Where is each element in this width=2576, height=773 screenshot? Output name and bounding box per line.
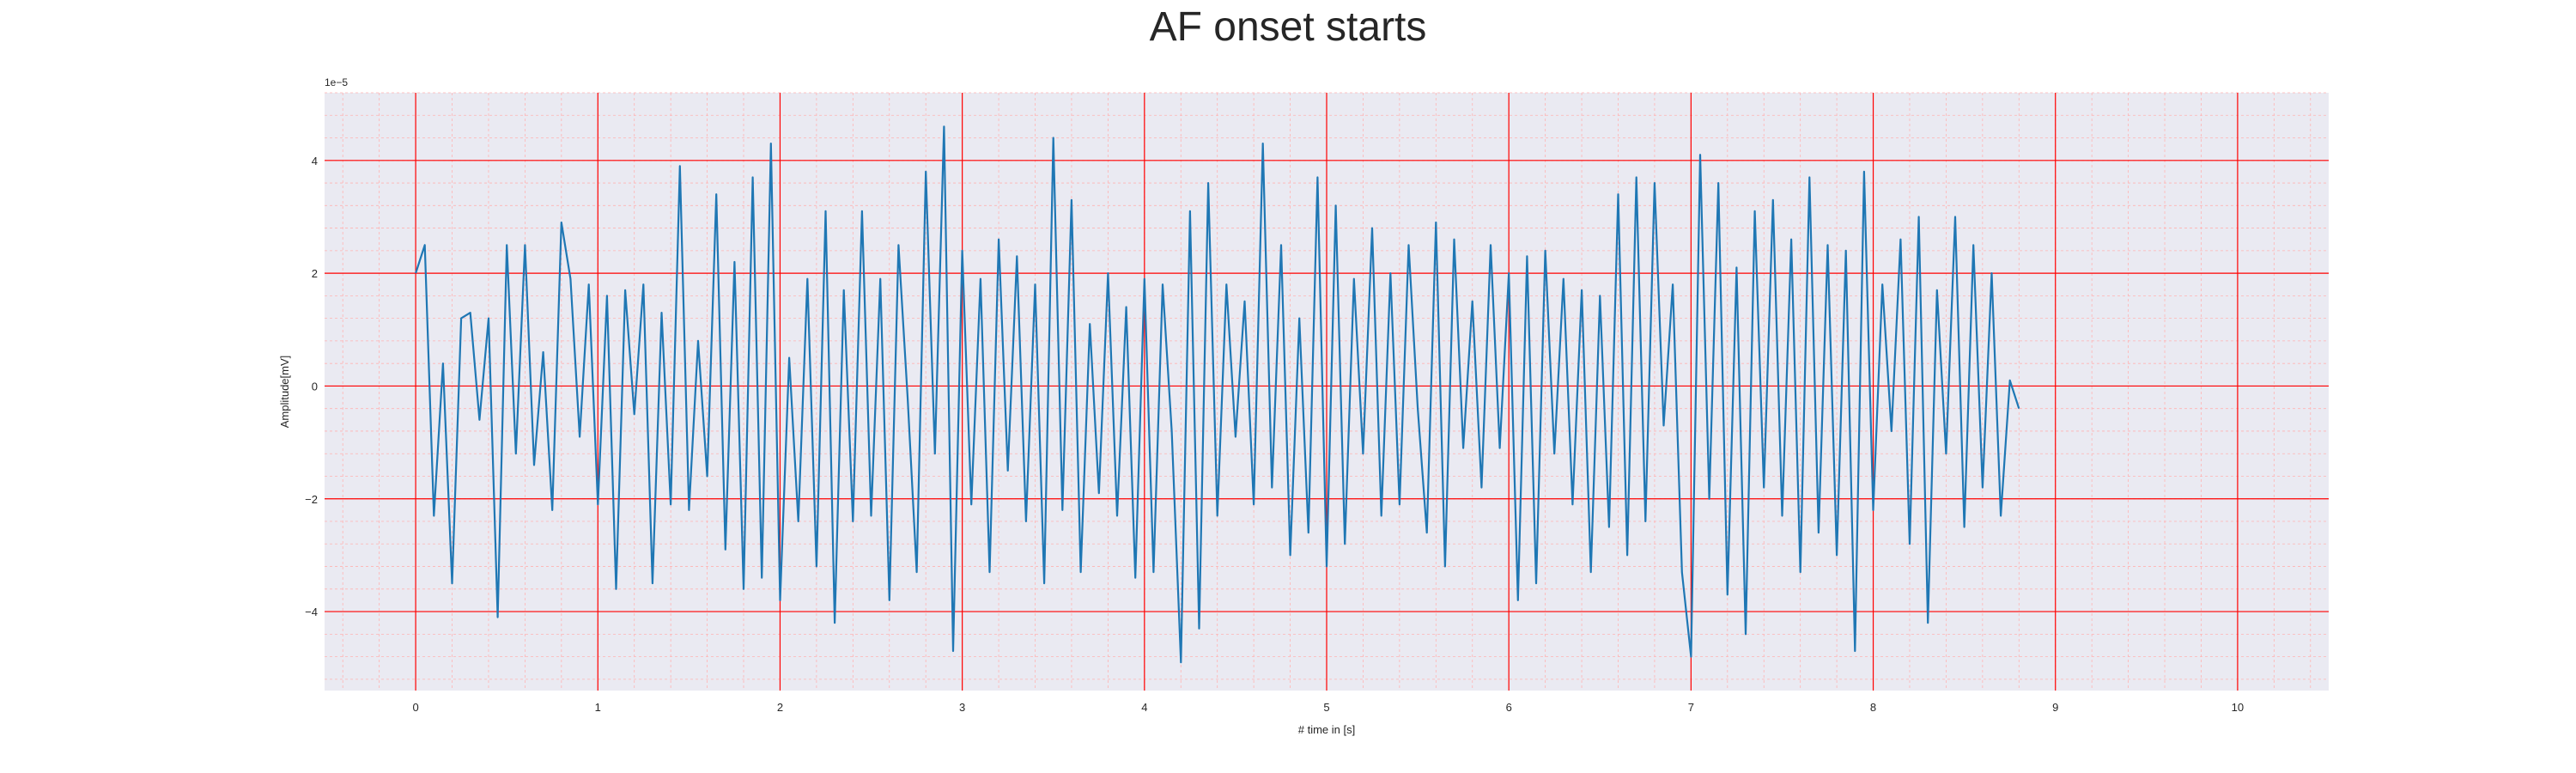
x-tick-label: 0 bbox=[412, 701, 418, 714]
x-tick-label: 9 bbox=[2052, 701, 2058, 714]
x-axis-ticks: 0 1 2 3 4 5 6 7 8 9 10 bbox=[412, 701, 2244, 714]
y-tick-label: 0 bbox=[312, 380, 318, 393]
chart-title: AF onset starts bbox=[1149, 4, 1427, 50]
series-line bbox=[415, 125, 2020, 664]
y-tick-label: 4 bbox=[312, 155, 318, 167]
y-tick-label: −2 bbox=[305, 493, 318, 506]
x-axis-label: # time in [s] bbox=[1298, 723, 1355, 736]
x-tick-label: 3 bbox=[959, 701, 965, 714]
x-tick-label: 8 bbox=[1870, 701, 1876, 714]
y-tick-label: −4 bbox=[305, 606, 318, 618]
x-tick-label: 10 bbox=[2232, 701, 2244, 714]
x-tick-label: 4 bbox=[1141, 701, 1147, 714]
y-axis-ticks: −4 −2 0 2 4 bbox=[305, 155, 318, 618]
x-tick-label: 1 bbox=[595, 701, 601, 714]
x-tick-label: 7 bbox=[1688, 701, 1694, 714]
x-tick-label: 2 bbox=[777, 701, 783, 714]
y-axis-label: Amplitude[mV] bbox=[278, 356, 291, 429]
x-tick-label: 6 bbox=[1506, 701, 1512, 714]
y-axis-offset-label: 1e−5 bbox=[325, 76, 348, 88]
x-tick-label: 5 bbox=[1323, 701, 1329, 714]
y-tick-label: 2 bbox=[312, 267, 318, 280]
series-group bbox=[415, 125, 2020, 664]
